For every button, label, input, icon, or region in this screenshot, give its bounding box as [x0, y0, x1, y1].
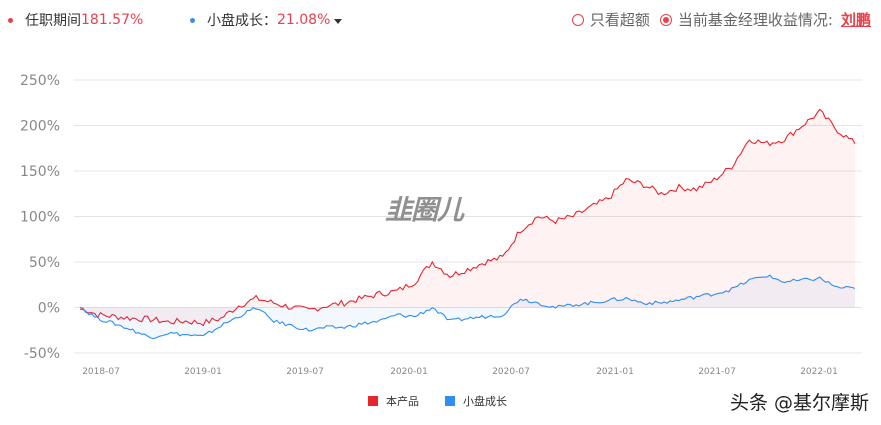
y-tick-label: 0%	[38, 301, 60, 317]
benchmark-line[interactable]	[79, 274, 856, 340]
series-area	[80, 109, 855, 326]
dropdown-caret-icon[interactable]	[334, 18, 343, 24]
option-excess-only[interactable]: 只看超额	[571, 9, 650, 30]
legend-label-product: 本产品	[386, 395, 419, 408]
radio-excess-only[interactable]	[571, 13, 584, 26]
blue-dot-icon	[190, 17, 195, 23]
red-dot-icon	[8, 17, 13, 23]
option-excess-label: 只看超额	[589, 11, 650, 29]
manager-link[interactable]: 刘鹏	[840, 11, 871, 29]
radio-current-manager[interactable]	[659, 13, 672, 26]
x-tick-label: 2020-07	[492, 367, 530, 377]
legend-item-benchmark[interactable]: 小盘成长	[445, 393, 507, 409]
benchmark-selector[interactable]: 小盘成长： 21.08%	[190, 10, 343, 30]
legend-item-product[interactable]: 本产品	[368, 393, 419, 409]
product-label: 任职期间	[25, 13, 81, 29]
legend-swatch-red	[368, 396, 378, 406]
legend-summary-product: 任职期间 181.57%	[8, 10, 143, 30]
option-current-manager[interactable]: 当前基金经理收益情况:	[659, 9, 833, 30]
option-current-manager-label: 当前基金经理收益情况:	[677, 11, 833, 29]
product-line[interactable]	[79, 108, 856, 327]
x-tick-label: 2019-07	[286, 367, 324, 377]
benchmark-label: 小盘成长：	[207, 13, 277, 29]
y-tick-label: 150%	[20, 164, 60, 180]
view-options: 只看超额 当前基金经理收益情况: 刘鹏	[562, 9, 871, 30]
x-tick-label: 2019-01	[184, 367, 222, 377]
x-tick-label: 2021-01	[596, 367, 634, 377]
y-tick-label: 200%	[20, 119, 60, 135]
x-tick-label: 2021-07	[698, 367, 736, 377]
y-tick-label: 250%	[20, 73, 60, 89]
y-tick-label: -50%	[24, 346, 60, 362]
y-tick-label: 100%	[20, 210, 60, 226]
x-tick-label: 2022-01	[800, 367, 838, 377]
benchmark-return: 21.08%	[277, 12, 331, 28]
x-tick-label: 2018-07	[82, 367, 120, 377]
legend-label-benchmark: 小盘成长	[463, 395, 507, 408]
legend-swatch-blue	[445, 396, 455, 406]
series-area	[80, 275, 855, 339]
y-tick-label: 50%	[29, 255, 60, 271]
product-return: 181.57%	[81, 12, 144, 28]
x-tick-label: 2020-01	[390, 367, 428, 377]
source-credit: 头条 @基尔摩斯	[729, 392, 869, 414]
chart-header: 任职期间 181.57% 小盘成长： 21.08% 只看超额 当前基金经理收益情况:…	[0, 0, 881, 40]
watermark-logo: 韭圈儿	[385, 195, 464, 226]
chart-legend: 本产品 小盘成长	[368, 393, 533, 409]
